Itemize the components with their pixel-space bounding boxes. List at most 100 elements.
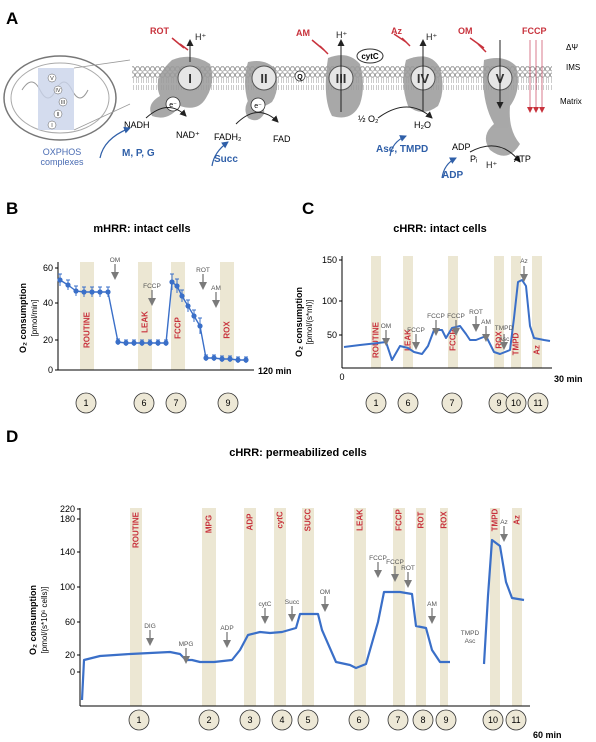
- data-point: [227, 356, 233, 362]
- fadh2-label: FADH₂: [214, 132, 242, 142]
- data-point: [243, 357, 249, 363]
- step-number: 7: [173, 398, 178, 408]
- data-point: [219, 356, 225, 362]
- y-tick-label: 20: [43, 335, 53, 345]
- oxygen-label: ½ O₂: [358, 114, 379, 124]
- step-marker: [133, 392, 155, 414]
- data-point: [163, 340, 169, 346]
- step-marker: [397, 392, 419, 414]
- panel-d-yunit: [pmol/(s*10⁶ cells)]: [40, 587, 49, 654]
- band-label: SUCC: [304, 508, 313, 531]
- matrix-label: Matrix: [560, 97, 582, 106]
- panel-c-x0: 0: [339, 372, 344, 382]
- step-number: 1: [136, 715, 141, 725]
- panel-b-ylabel: O₂ consumption: [18, 283, 28, 353]
- oxygen-trace: [482, 538, 525, 665]
- y-tick-label: 100: [322, 296, 337, 306]
- fad-label: FAD: [273, 134, 291, 144]
- step-number: 11: [511, 715, 520, 725]
- step-number: 7: [395, 715, 400, 725]
- condition-band: [440, 508, 448, 706]
- band-label: TMPD: [491, 508, 500, 531]
- y-tick-label: 60: [65, 617, 75, 627]
- panel-d-ylabel: O₂ consumption: [28, 585, 38, 655]
- substrate-asc-tmpd: Asc, TMPD: [376, 144, 428, 155]
- y-tick-label: 60: [43, 263, 53, 273]
- inhibitor-om: OM: [458, 26, 473, 36]
- condition-band: [130, 508, 142, 706]
- band-label: ROUTINE: [132, 511, 141, 548]
- step-number: 3: [247, 715, 252, 725]
- y-tick-label: 180: [60, 514, 75, 524]
- nadh-arrow: [145, 107, 187, 119]
- condition-band: [202, 508, 216, 706]
- band-label: Az: [513, 515, 522, 525]
- mito-complex-v: V: [50, 76, 54, 82]
- step-number: 2: [206, 715, 211, 725]
- inhibitor-az: Az: [391, 26, 402, 36]
- addition-label: FCCP: [143, 283, 161, 290]
- data-point: [203, 355, 209, 361]
- h-plus-label-iv: H⁺: [426, 32, 437, 42]
- pi-label: Pᵢ: [470, 154, 477, 164]
- h-plus-label-v: H⁺: [486, 160, 497, 170]
- mito-complex-i: I: [51, 123, 53, 129]
- panel-b: B mHRR: intact cells ROUTINE LEAK FCCP ROX …: [6, 199, 292, 414]
- addition-label: TMPD: [461, 630, 480, 637]
- condition-band: [244, 508, 256, 706]
- addition-label: ROT: [469, 309, 483, 316]
- band-label: FCCP: [395, 508, 404, 530]
- mito-complex-iv: IV: [55, 88, 61, 94]
- condition-band: [403, 256, 413, 368]
- panel-d-title: cHRR: permeabilized cells: [229, 447, 367, 459]
- panel-a: A V IV III II I OXPHOS complexes: [3, 9, 582, 181]
- panel-c-title: cHRR: intact cells: [393, 223, 487, 235]
- band-label: TMPD: [512, 332, 521, 355]
- mito-complex-ii: II: [56, 112, 60, 118]
- h-plus-label-i: H⁺: [195, 32, 206, 42]
- band-label: ROUTINE: [372, 321, 381, 358]
- electron-label-i: e⁻: [169, 102, 177, 109]
- condition-band: [220, 262, 234, 370]
- y-tick-label: 50: [327, 330, 337, 340]
- data-point: [235, 357, 241, 363]
- data-point: [191, 313, 197, 319]
- step-marker: [239, 709, 261, 731]
- band-label: ADP: [246, 513, 255, 531]
- step-number: 5: [305, 715, 310, 725]
- addition-label: OM: [320, 589, 330, 596]
- y-tick-label: 20: [65, 650, 75, 660]
- substrate-mpg: M, P, G: [122, 148, 155, 159]
- addition-label: MPG: [179, 641, 194, 648]
- oxphos-label: OXPHOS: [43, 147, 82, 157]
- mpg-arrow: [99, 126, 131, 159]
- panel-c-xunit: 30 min: [554, 374, 583, 384]
- step-marker: [198, 709, 220, 731]
- condition-band: [354, 508, 366, 706]
- data-point: [97, 289, 103, 295]
- step-marker: [387, 709, 409, 731]
- addition-label: AM: [481, 319, 491, 326]
- condition-band: [494, 256, 504, 368]
- complex-i-label: I: [188, 71, 192, 86]
- condition-band: [302, 508, 314, 706]
- addition-label: ADP: [220, 625, 233, 632]
- data-point: [139, 340, 145, 346]
- adp-label: ADP: [452, 142, 471, 152]
- data-point: [211, 355, 217, 361]
- band-label: LEAK: [356, 509, 365, 531]
- panel-c-yunit: [pmol/(s*ml)]: [305, 300, 314, 345]
- nadplus-label: NAD⁺: [176, 130, 200, 140]
- proton-arrows: [186, 39, 504, 112]
- complexes-label: complexes: [40, 157, 84, 167]
- step-marker: [297, 709, 319, 731]
- addition-label: TMPD: [495, 325, 514, 332]
- step-marker: [348, 709, 370, 731]
- band-label: FCCP: [449, 328, 458, 350]
- addition-label: Az: [500, 519, 508, 526]
- inhibitor-rot: ROT: [150, 26, 170, 36]
- inhibitor-markers: [171, 33, 487, 55]
- step-marker: [217, 392, 239, 414]
- data-point: [197, 323, 203, 329]
